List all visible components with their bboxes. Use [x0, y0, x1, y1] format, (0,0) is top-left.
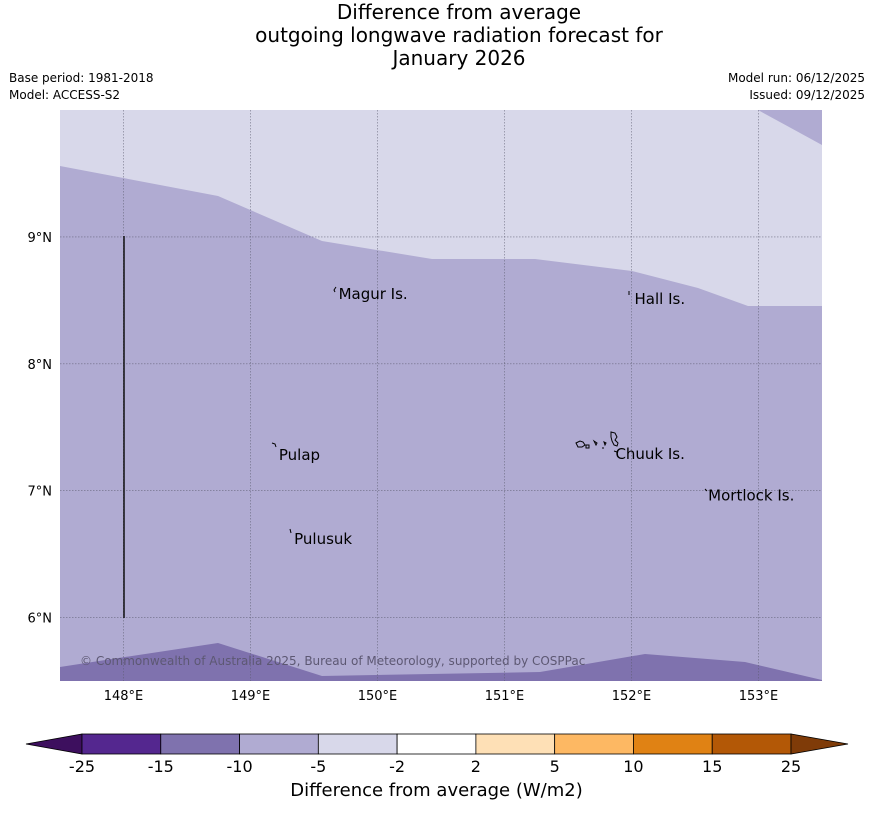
island-outline — [613, 450, 618, 453]
island-outline — [610, 431, 619, 447]
longitude-label: 149°E — [231, 689, 271, 704]
colorbar-tick-label: 15 — [702, 757, 722, 776]
place-label: Magur Is. — [339, 285, 408, 303]
anomaly-fills — [60, 110, 822, 681]
coastlines — [271, 286, 708, 534]
island-outline — [271, 442, 277, 448]
longitude-labels: 148°E 149°E 150°E 151°E 152°E 153°E — [104, 689, 779, 704]
island-outline — [333, 286, 337, 293]
island-outline — [585, 444, 590, 449]
title-line-2: outgoing longwave radiation forecast for — [255, 23, 663, 47]
place-label: Mortlock Is. — [708, 487, 794, 505]
colorbar-box — [475, 733, 556, 755]
issued-date: Issued: 09/12/2025 — [749, 88, 865, 102]
colorbar-tick-label: -2 — [389, 757, 405, 776]
colorbar-boxes — [25, 733, 849, 755]
colorbar-box — [317, 733, 398, 755]
colorbar-box — [711, 733, 792, 755]
longitude-label: 150°E — [358, 689, 398, 704]
place-label: Pulap — [279, 446, 320, 464]
colorbar-tick-label: 10 — [623, 757, 643, 776]
island-outline — [603, 441, 607, 447]
model-name: Model: ACCESS-S2 — [9, 88, 121, 102]
latitude-label: 8°N — [28, 358, 53, 373]
colorbar-box — [554, 733, 634, 755]
colorbar-tick-label: 2 — [471, 757, 481, 776]
longitude-label: 151°E — [485, 689, 525, 704]
title-line-1: Difference from average — [336, 0, 582, 24]
chart-title: Difference from average outgoing longwav… — [0, 1, 873, 70]
meta-left: Base period: 1981-2018 Model: ACCESS-S2 — [9, 70, 154, 104]
colorbar-tick-label: -15 — [148, 757, 174, 776]
longitude-label: 152°E — [612, 689, 652, 704]
latitude-label: 9°N — [28, 231, 53, 246]
title-line-3: January 2026 — [392, 46, 526, 70]
place-label: Chuuk Is. — [615, 445, 684, 463]
model-run: Model run: 06/12/2025 — [727, 71, 865, 85]
colorbar-box — [160, 733, 240, 755]
island-outline — [575, 440, 586, 448]
colorbar: -25 -15 -10 -5 -2 2 5 10 15 25 — [25, 733, 849, 776]
meta-right: Model run: 06/12/2025 Issued: 09/12/2025 — [728, 70, 865, 104]
island-outline — [289, 528, 292, 534]
copyright-notice: © Commonwealth of Australia 2025, Bureau… — [80, 654, 585, 668]
latitude-label: 7°N — [28, 485, 53, 500]
place-labels: Magur Is. Hall Is. Pulap Chuuk Is. Mortlock … — [279, 285, 794, 548]
colorbar-tick-labels: -25 -15 -10 -5 -2 2 5 10 15 25 — [69, 757, 801, 776]
latitude-labels: 9°N 8°N 7°N 6°N — [28, 231, 53, 627]
colorbar-under-triangle — [25, 733, 83, 755]
colorbar-tick-label: -10 — [226, 757, 252, 776]
colorbar-box — [396, 733, 477, 755]
colorbar-over-triangle — [790, 733, 849, 755]
longitude-label: 153°E — [739, 689, 779, 704]
base-period: Base period: 1981-2018 — [9, 71, 154, 85]
colorbar-tick-label: -5 — [310, 757, 326, 776]
island-outline — [704, 488, 708, 492]
colorbar-box — [239, 733, 319, 755]
colorbar-tick-label: 5 — [550, 757, 560, 776]
colorbar-tick-label: -25 — [69, 757, 95, 776]
island-outline — [592, 439, 598, 447]
colorbar-box — [81, 733, 162, 755]
colorbar-tick-label: 25 — [781, 757, 801, 776]
colorbar-box — [633, 733, 713, 755]
map-plot: 148°E 149°E 150°E 151°E 152°E 153°E 9°N 8°N 7°N… — [28, 110, 822, 704]
latitude-label: 6°N — [28, 612, 53, 627]
place-label: Pulusuk — [294, 530, 352, 548]
colorbar-label: Difference from average (W/m2) — [290, 780, 583, 801]
longitude-label: 148°E — [104, 689, 144, 704]
place-label: Hall Is. — [635, 290, 686, 308]
